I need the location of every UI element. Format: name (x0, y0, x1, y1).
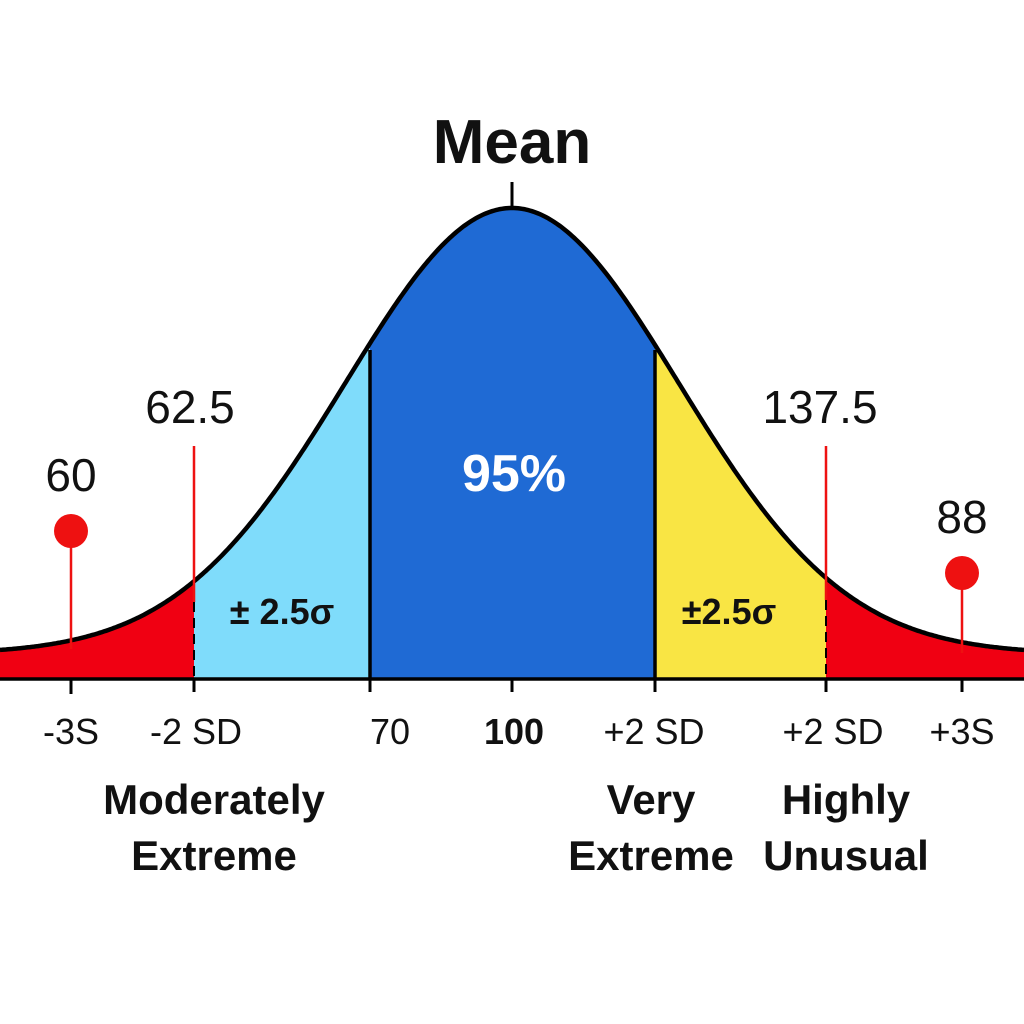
right-tail-fill (826, 577, 1024, 678)
category-line: Extreme (568, 832, 734, 879)
marker-dot-88 (945, 556, 979, 590)
right-sigma-label: ±2.5σ (681, 591, 777, 632)
annotation-60: 60 (45, 449, 97, 501)
annotation-62-5: 62.5 (145, 381, 235, 433)
category-line: Moderately (103, 776, 325, 823)
tick-label-70: 70 (369, 711, 411, 752)
tick-label-100: 100 (483, 711, 545, 752)
left-band-fill (194, 343, 370, 678)
center-percentage-label: 95% (461, 445, 567, 503)
category-highly-unusual: Highly Unusual (763, 772, 929, 884)
left-tail-fill (0, 581, 194, 678)
center-fill (370, 208, 655, 678)
x-axis-ticks (69, 679, 964, 694)
category-line: Unusual (763, 832, 929, 879)
tick-label-plus-2sd: +2 SD (603, 711, 705, 752)
marker-dot-60 (54, 514, 88, 548)
annotation-137-5: 137.5 (762, 381, 878, 433)
tick-label-plus-3s: +3S (929, 711, 995, 752)
category-line: Very (606, 776, 696, 823)
category-line: Extreme (131, 832, 297, 879)
tick-label-plus-2sd-right: +2 SD (782, 711, 884, 752)
tick-label-minus-3s: -3S (42, 711, 100, 752)
category-very-extreme: Very Extreme (568, 772, 734, 884)
category-moderately-extreme: Moderately Extreme (103, 772, 325, 884)
category-line: Highly (781, 776, 911, 823)
region-fills (0, 208, 1024, 678)
tick-label-minus-2sd: -2 SD (149, 711, 243, 752)
left-sigma-label: ± 2.5σ (229, 591, 335, 632)
annotation-88: 88 (936, 491, 988, 543)
chart-title: Mean (432, 108, 592, 177)
right-band-fill (655, 344, 826, 678)
